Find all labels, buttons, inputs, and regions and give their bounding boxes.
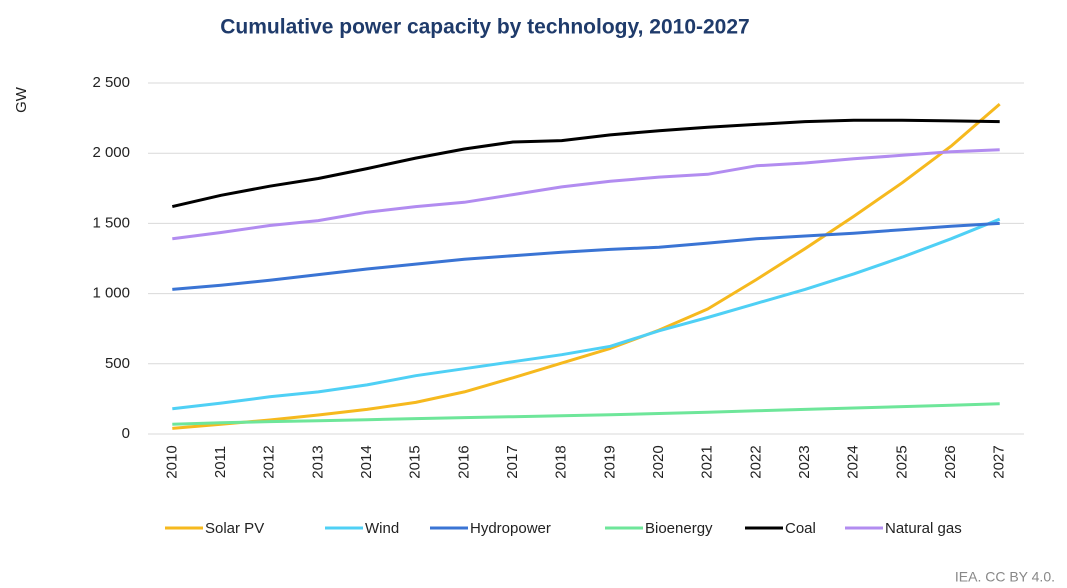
x-tick-label: 2012 [261, 445, 278, 478]
x-tick-label: 2015 [407, 445, 424, 478]
y-tick-label: 500 [105, 355, 130, 372]
line-series [172, 148, 1000, 241]
x-tick-label: 2011 [212, 446, 229, 478]
line-series [172, 102, 1001, 430]
y-axis-label: GW [13, 86, 30, 113]
y-tick-label: 0 [122, 425, 130, 442]
y-tick-label: 1 000 [92, 285, 130, 302]
legend-label: Solar PV [205, 520, 264, 537]
legend-label: Wind [365, 520, 399, 537]
x-tick-label: 2027 [991, 445, 1008, 478]
x-tick-label: 2016 [455, 445, 472, 478]
y-tick-label: 2 000 [92, 144, 130, 161]
x-tick-label: 2010 [163, 445, 180, 478]
source: IEA. CC BY 4.0. [955, 569, 1055, 585]
x-tick-label: 2025 [893, 445, 910, 478]
legend-label: Coal [785, 520, 816, 537]
x-tick-label: 2017 [504, 445, 521, 478]
x-tick-label: 2013 [309, 445, 326, 478]
y-tick-label: 1 500 [92, 214, 130, 231]
x-tick-label: 2018 [553, 445, 570, 478]
x-tick-label: 2023 [796, 445, 813, 478]
line-series [172, 217, 1001, 411]
x-tick-label: 2026 [942, 445, 959, 478]
y-tick-label: 2 500 [92, 74, 130, 91]
legend-label: Natural gas [885, 520, 962, 537]
x-tick-label: 2020 [650, 445, 667, 478]
line-series [171, 118, 1000, 209]
x-tick-label: 2022 [747, 445, 764, 478]
legend-label: Bioenergy [645, 520, 713, 537]
chart-title: Cumulative power capacity by technology,… [220, 16, 749, 39]
x-tick-label: 2014 [358, 445, 375, 478]
x-tick-label: 2019 [601, 445, 618, 478]
line-series [172, 402, 1000, 426]
line-series [172, 221, 1000, 291]
legend-label: Hydropower [470, 520, 551, 537]
x-tick-label: 2024 [845, 445, 862, 478]
x-tick-label: 2021 [699, 445, 716, 478]
